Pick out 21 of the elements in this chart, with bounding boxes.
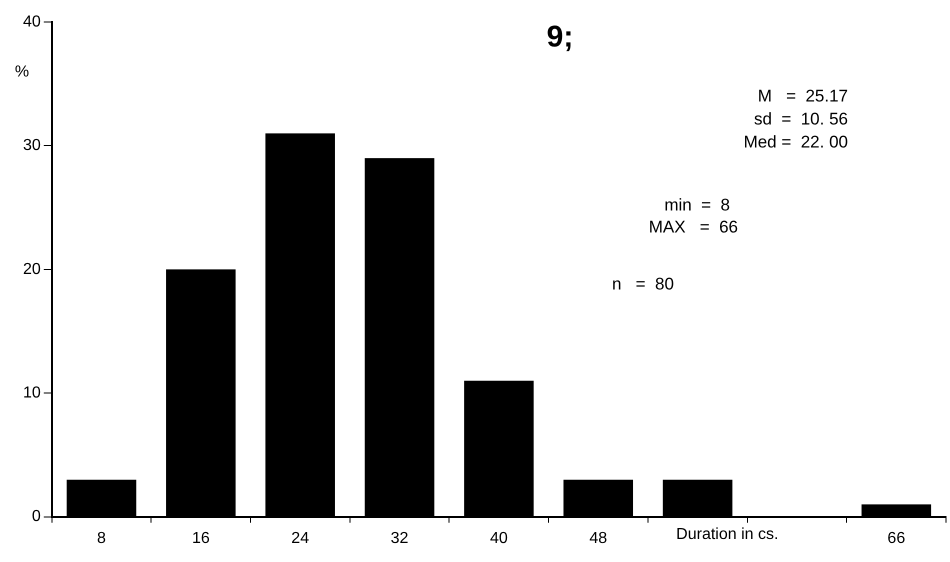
y-tick-label: 40	[23, 13, 41, 30]
annotation: MAX = 66	[648, 218, 738, 237]
x-tick-label: 16	[192, 530, 210, 547]
annotation: sd = 10. 56	[754, 110, 848, 129]
annotation: M = 25.17	[758, 86, 848, 106]
x-tick-label: 32	[390, 530, 409, 547]
x-axis-title: Duration in cs.	[676, 526, 778, 544]
x-tick-label: 48	[589, 530, 608, 547]
annotation: Med = 22. 00	[744, 132, 848, 152]
y-axis-title: %	[14, 63, 30, 80]
x-tick-label: 66	[887, 530, 906, 547]
x-tick-label: 8	[97, 530, 106, 547]
x-tick-label: 24	[291, 530, 310, 547]
x-tick-label: 40	[490, 530, 508, 547]
chart-title: 9;	[546, 20, 574, 54]
y-tick-label: 30	[23, 137, 41, 154]
annotation: min = 8	[664, 196, 730, 215]
annotation: n = 80	[612, 274, 674, 294]
y-tick-label: 0	[32, 508, 41, 526]
y-tick-label: 10	[23, 384, 41, 402]
y-tick-label: 20	[23, 260, 41, 278]
